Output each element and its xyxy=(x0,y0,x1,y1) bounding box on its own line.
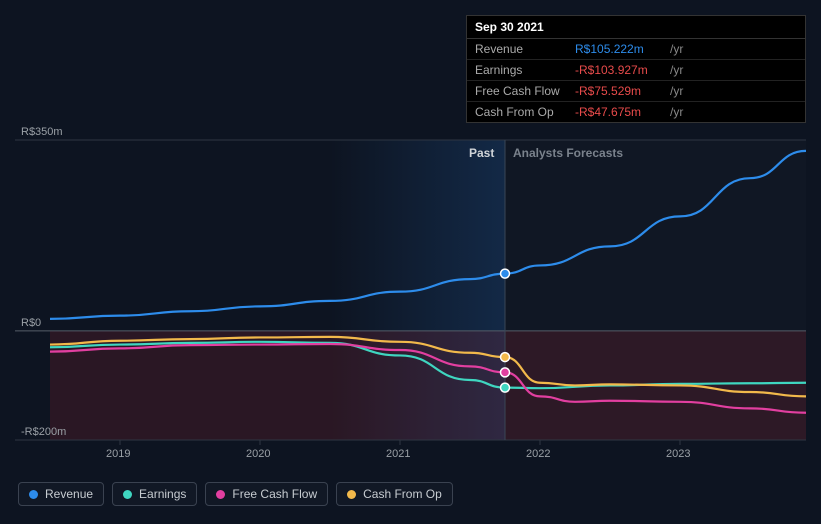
tooltip-metric-unit: /yr xyxy=(670,84,683,98)
marker-cfo xyxy=(501,353,510,362)
x-axis-label: 2019 xyxy=(106,448,130,460)
tooltip-row: Cash From Op -R$47.675m/yr xyxy=(467,102,805,122)
tooltip-metric-label: Cash From Op xyxy=(475,105,565,119)
tooltip-row: Revenue R$105.222m/yr xyxy=(467,39,805,60)
tooltip-metric-value: R$105.222m xyxy=(575,42,660,56)
tooltip-metric-label: Earnings xyxy=(475,63,565,77)
tooltip-row: Earnings -R$103.927m/yr xyxy=(467,60,805,81)
legend-label: Cash From Op xyxy=(363,487,442,501)
legend-label: Earnings xyxy=(139,487,186,501)
tooltip-date: Sep 30 2021 xyxy=(467,16,805,39)
tooltip-row: Free Cash Flow -R$75.529m/yr xyxy=(467,81,805,102)
tooltip-metric-value: -R$47.675m xyxy=(575,105,660,119)
x-axis-label: 2021 xyxy=(386,448,410,460)
x-axis-label: 2023 xyxy=(666,448,690,460)
tooltip-metric-value: -R$103.927m xyxy=(575,63,660,77)
chart-tooltip: Sep 30 2021 RevenueR$105.222m/yrEarnings… xyxy=(466,15,806,123)
forecast-label: Analysts Forecasts xyxy=(513,146,623,160)
tooltip-metric-unit: /yr xyxy=(670,63,683,77)
past-label: Past xyxy=(469,146,494,160)
legend-label: Revenue xyxy=(45,487,93,501)
legend-swatch xyxy=(123,490,132,499)
legend-item-cfo[interactable]: Cash From Op xyxy=(336,482,453,506)
tooltip-metric-label: Free Cash Flow xyxy=(475,84,565,98)
marker-earnings xyxy=(501,383,510,392)
marker-revenue xyxy=(501,269,510,278)
y-axis-label: -R$200m xyxy=(21,426,66,438)
legend-swatch xyxy=(216,490,225,499)
legend-swatch xyxy=(347,490,356,499)
tooltip-metric-label: Revenue xyxy=(475,42,565,56)
legend-item-earnings[interactable]: Earnings xyxy=(112,482,197,506)
y-axis-label: R$350m xyxy=(21,126,63,138)
legend-label: Free Cash Flow xyxy=(232,487,317,501)
y-axis-label: R$0 xyxy=(21,317,41,329)
chart-legend: Revenue Earnings Free Cash Flow Cash From O… xyxy=(18,482,453,506)
tooltip-metric-unit: /yr xyxy=(670,42,683,56)
x-axis-label: 2022 xyxy=(526,448,550,460)
x-axis-label: 2020 xyxy=(246,448,270,460)
legend-item-fcf[interactable]: Free Cash Flow xyxy=(205,482,328,506)
tooltip-metric-value: -R$75.529m xyxy=(575,84,660,98)
marker-fcf xyxy=(501,368,510,377)
legend-item-revenue[interactable]: Revenue xyxy=(18,482,104,506)
legend-swatch xyxy=(29,490,38,499)
tooltip-metric-unit: /yr xyxy=(670,105,683,119)
